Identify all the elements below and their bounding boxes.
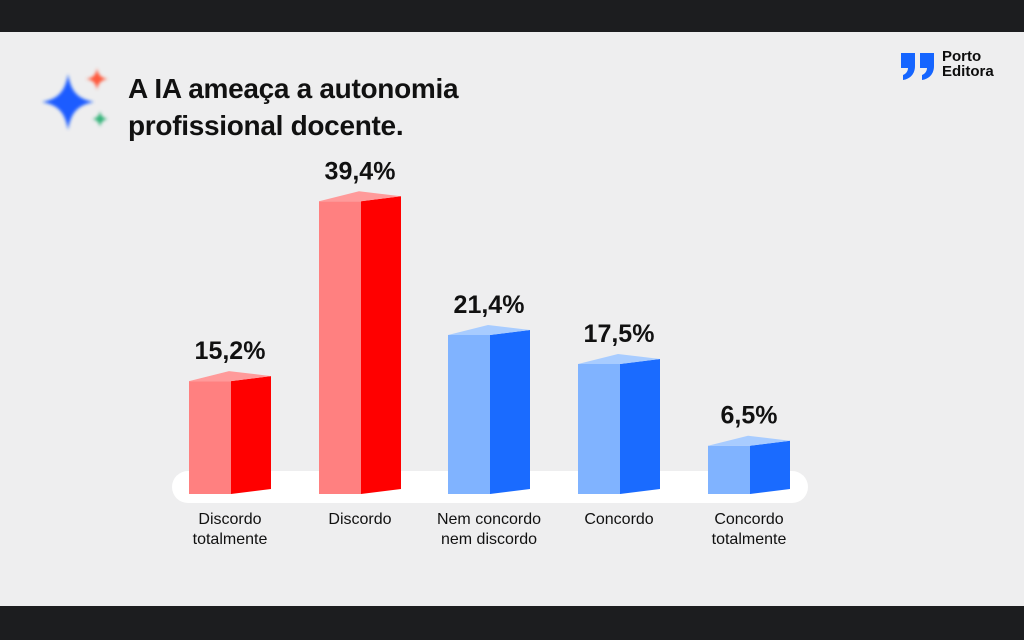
x-tick-label-line: totalmente	[711, 531, 787, 548]
bar-side-face	[750, 440, 790, 494]
x-tick-label-line: nem discordo	[440, 531, 538, 548]
bar-2	[319, 191, 401, 494]
bar-top-face	[578, 353, 660, 364]
data-label: 17,5%	[584, 320, 655, 348]
chart-title-line-2: profissional docente.	[128, 110, 404, 141]
x-tick-label: Concordo totalmente	[679, 510, 819, 550]
data-label: 6,5%	[721, 402, 778, 430]
bar-front-face	[448, 334, 490, 494]
bar-1	[189, 371, 271, 494]
x-tick-label: Nem concordo nem discordo	[419, 510, 559, 550]
chart-title: A IA ameaça a autonomia profissional doc…	[128, 70, 548, 144]
bar-top-face	[708, 435, 790, 446]
data-label: 21,4%	[454, 291, 525, 319]
letterbox-top	[0, 0, 1024, 32]
x-tick-label: Concordo	[549, 510, 689, 530]
slide: A IA ameaça a autonomia profissional doc…	[0, 32, 1024, 606]
bar-front-face	[578, 363, 620, 494]
bar-top-face	[189, 371, 271, 382]
x-tick-label-line: Concordo	[584, 511, 654, 528]
bar-front-face	[319, 201, 361, 494]
x-tick-label-line: totalmente	[192, 531, 268, 548]
bar-side-face	[490, 329, 530, 494]
bar-side-face	[361, 196, 401, 494]
logo-line-1: Porto	[942, 48, 982, 65]
x-tick-label-line: Discordo	[198, 511, 262, 528]
logo-line-2: Editora	[942, 63, 994, 80]
x-tick-label: Discordo	[290, 510, 430, 530]
bar-4	[578, 353, 660, 494]
bar-chart: 15,2% 39,4% 21,4% 17,5% 6,5%	[172, 157, 808, 503]
x-tick-label-line: Nem concordo	[436, 511, 542, 528]
bar-side-face	[231, 376, 271, 494]
ai-sparkle-icon	[42, 68, 108, 130]
bar-top-face	[448, 324, 530, 335]
bar-3	[448, 324, 530, 494]
bar-5	[708, 435, 790, 494]
bar-top-face	[319, 191, 401, 202]
porto-editora-logo: Porto Editora	[898, 48, 1008, 84]
x-tick-label: Discordo totalmente	[160, 510, 300, 550]
bar-front-face	[708, 445, 750, 494]
logo-wordmark: Porto Editora	[942, 49, 994, 79]
letterbox-bottom	[0, 606, 1024, 640]
data-label: 39,4%	[325, 157, 396, 185]
x-tick-label-line: Discordo	[328, 511, 392, 528]
x-tick-label-line: Concordo	[714, 511, 784, 528]
bar-side-face	[620, 358, 660, 494]
chart-title-line-1: A IA ameaça a autonomia	[128, 73, 459, 104]
porto-editora-quote-icon	[901, 53, 934, 80]
data-label: 15,2%	[195, 337, 266, 365]
bar-front-face	[189, 381, 231, 494]
